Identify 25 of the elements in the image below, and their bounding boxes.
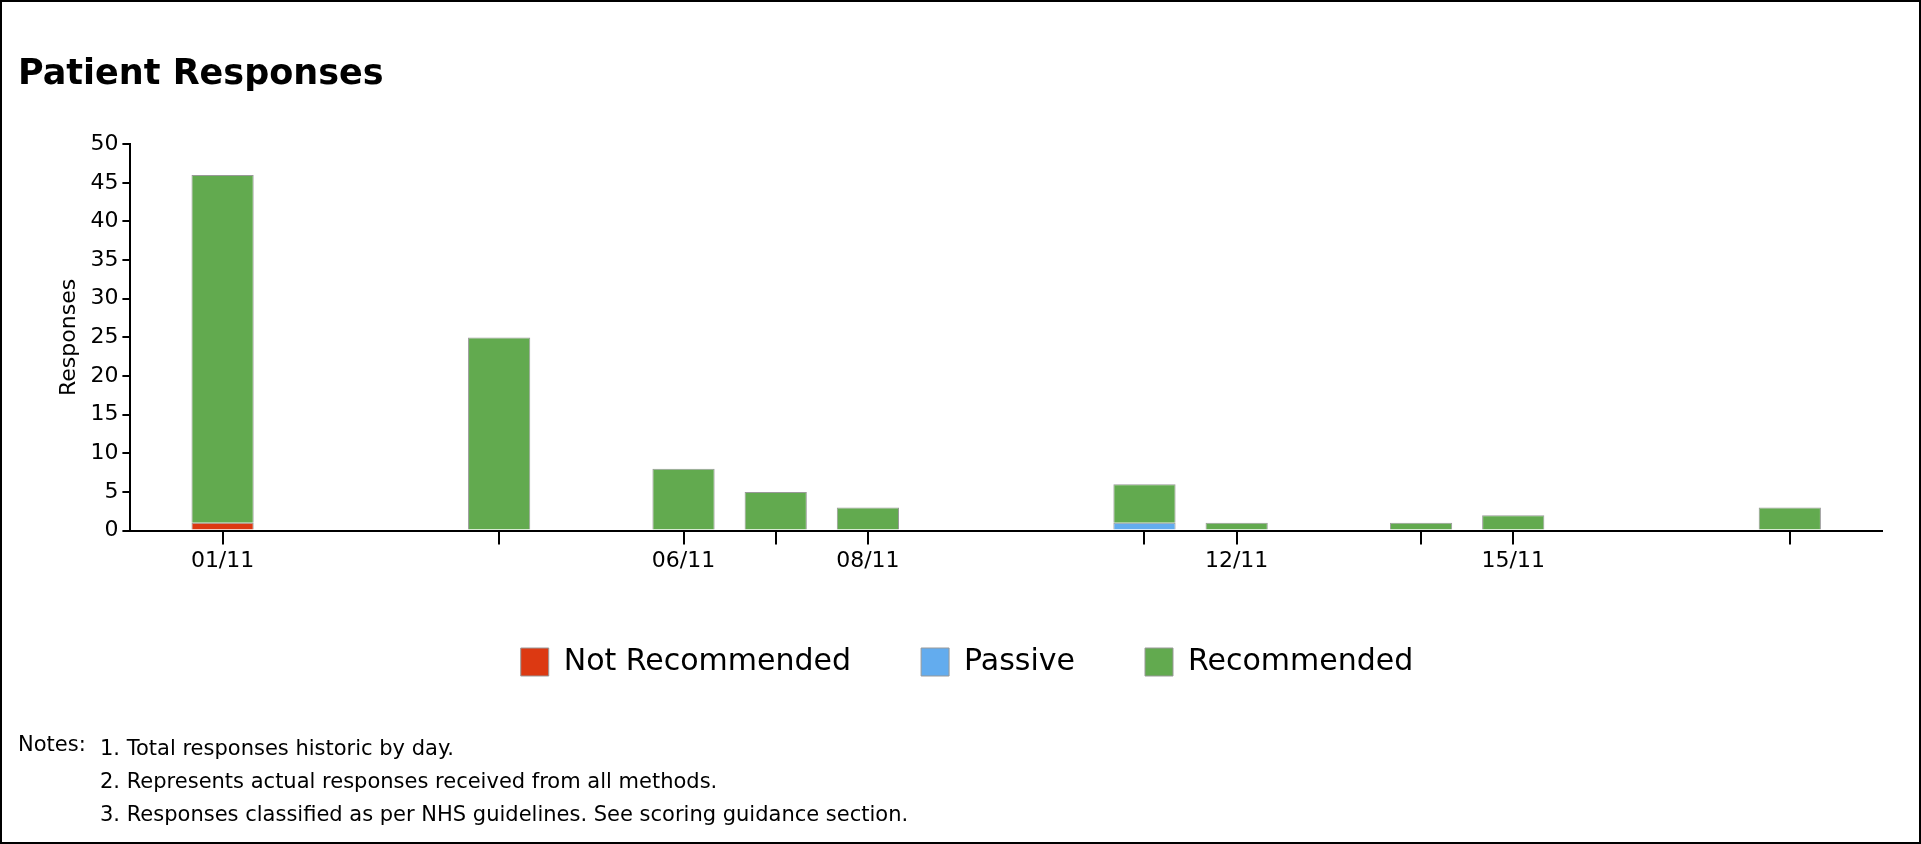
x-tick-label: 06/11	[651, 546, 716, 572]
x-tick-label: 15/11	[1481, 546, 1545, 572]
text: 3. Responses classified as per NHS guidelines. See scoring guidance section.	[100, 801, 909, 828]
y-tick-label: 40	[90, 207, 119, 233]
y-tick-label: 15	[90, 400, 119, 426]
y-tick-label: 0	[104, 516, 119, 542]
y-tick-label: 10	[90, 439, 119, 465]
y-tick-label: 20	[90, 361, 119, 387]
legend-label: Passive	[964, 641, 1076, 677]
x-tick-label: 08/11	[836, 546, 900, 572]
y-tick-label: 25	[90, 323, 119, 349]
chart-title: Patient Responses	[18, 52, 384, 92]
y-tick-label: 45	[90, 168, 119, 194]
y-tick-label: 5	[104, 477, 119, 503]
y-tick-label: 30	[90, 284, 119, 310]
text: 1. Total responses historic by day.	[100, 735, 456, 762]
x-tick-label: 01/11	[190, 546, 255, 572]
y-tick-label: 50	[90, 129, 119, 155]
text: Notes:	[18, 732, 86, 756]
legend-label: Not Recommended	[563, 641, 852, 677]
y-axis-title: Responses	[54, 278, 80, 396]
text: 2. Represents actual responses received from all methods.	[100, 768, 719, 795]
x-tick-label: 12/11	[1204, 546, 1269, 572]
y-tick-label: 35	[90, 245, 119, 271]
legend-label: Recommended	[1188, 641, 1414, 677]
